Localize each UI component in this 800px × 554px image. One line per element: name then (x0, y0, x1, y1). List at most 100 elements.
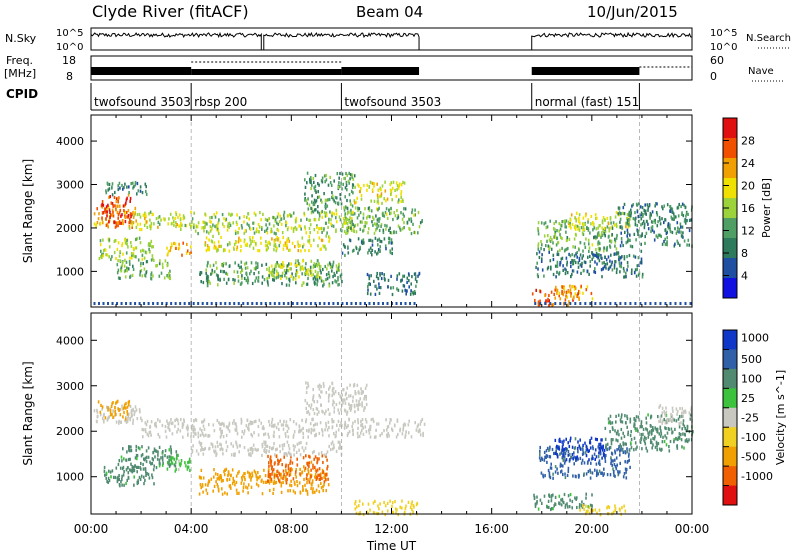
data-cell (286, 264, 288, 268)
data-cell (657, 415, 659, 419)
data-cell (537, 229, 540, 233)
data-cell (293, 453, 295, 457)
data-cell (559, 452, 561, 456)
data-cell (216, 418, 219, 423)
data-cell (553, 292, 555, 296)
data-cell (101, 405, 104, 409)
data-cell (129, 262, 131, 266)
data-cell (605, 447, 608, 451)
data-cell (129, 416, 131, 420)
data-cell (150, 420, 153, 424)
data-cell (681, 202, 684, 206)
data-cell (112, 210, 114, 214)
noise-cell (278, 302, 281, 305)
data-cell (411, 211, 413, 215)
data-cell (373, 199, 376, 203)
data-cell (538, 456, 541, 460)
data-cell (174, 424, 176, 428)
data-cell (274, 481, 277, 485)
data-cell (562, 268, 564, 272)
data-cell (576, 270, 579, 274)
data-cell (128, 448, 130, 452)
data-cell (316, 476, 319, 480)
data-cell (135, 225, 138, 229)
data-cell (121, 244, 123, 248)
data-cell (368, 208, 371, 212)
data-cell (232, 479, 235, 483)
data-cell (367, 214, 369, 218)
data-cell (316, 400, 319, 404)
data-cell (317, 473, 319, 477)
data-cell (232, 221, 234, 225)
data-cell (329, 210, 331, 214)
data-cell (560, 498, 562, 502)
data-cell (557, 252, 560, 257)
data-cell (401, 217, 404, 221)
data-cell (205, 276, 208, 280)
data-cell (384, 513, 387, 517)
data-cell (339, 394, 341, 398)
data-cell (209, 216, 211, 220)
data-cell (303, 468, 306, 472)
data-cell (221, 222, 224, 226)
data-cell (659, 233, 661, 237)
data-cell (221, 487, 223, 491)
data-cell (359, 402, 361, 407)
data-cell (111, 402, 113, 406)
data-cell (310, 427, 313, 431)
data-cell (379, 239, 381, 243)
data-cell (287, 214, 290, 218)
data-cell (333, 392, 335, 396)
data-cell (244, 478, 246, 482)
data-cell (168, 448, 171, 452)
data-cell (268, 268, 270, 272)
noise-cell (684, 302, 687, 305)
data-cell (662, 435, 664, 439)
data-cell (268, 449, 270, 453)
data-cell (371, 239, 374, 243)
data-cell (373, 435, 376, 439)
data-cell (277, 458, 279, 462)
data-blob-15 (366, 271, 421, 297)
data-cell (377, 224, 380, 228)
noise-cell (341, 302, 344, 305)
data-cell (246, 215, 248, 219)
colorbar-tick-label: 25 (741, 392, 755, 405)
data-cell (568, 237, 571, 241)
data-cell (581, 500, 583, 504)
data-cell (318, 236, 321, 240)
data-cell (206, 264, 209, 268)
data-cell (594, 448, 597, 452)
data-cell (402, 428, 404, 432)
data-cell (313, 218, 316, 222)
data-cell (384, 180, 386, 184)
data-cell (213, 484, 216, 488)
data-cell (221, 421, 224, 426)
data-cell (305, 454, 307, 458)
data-cell (193, 425, 195, 429)
data-cell (572, 474, 574, 478)
data-cell (234, 231, 237, 235)
data-cell (548, 250, 550, 254)
data-cell (337, 428, 340, 432)
data-cell (393, 230, 395, 234)
data-cell (225, 467, 228, 471)
data-cell (125, 251, 128, 255)
data-cell (614, 215, 617, 219)
data-cell (642, 214, 644, 218)
data-cell (683, 203, 686, 207)
data-cell (145, 260, 148, 264)
data-cell (341, 393, 343, 397)
data-cell (259, 475, 261, 479)
data-cell (312, 176, 315, 180)
data-cell (364, 418, 367, 422)
data-cell (567, 453, 570, 457)
data-cell (329, 385, 331, 389)
noise-cell (386, 302, 389, 305)
data-cell (226, 272, 229, 276)
data-cell (331, 418, 333, 422)
data-cell (688, 243, 690, 247)
data-cell (265, 240, 267, 244)
data-cell (595, 216, 597, 221)
data-cell (583, 242, 586, 246)
